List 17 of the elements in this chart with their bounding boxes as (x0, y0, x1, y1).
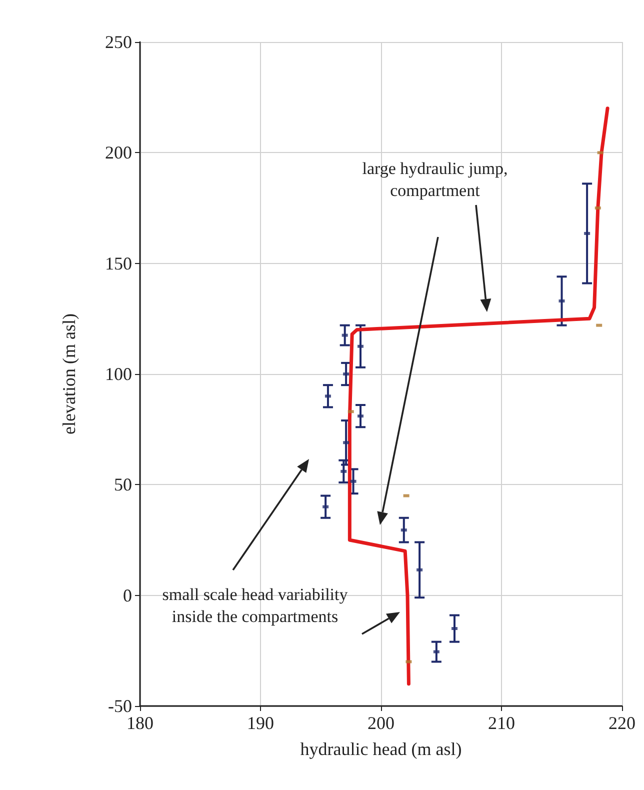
y-tick-label: 100 (105, 364, 132, 384)
x-axis-title: hydraulic head (m asl) (300, 739, 462, 759)
y-tick-label: -50 (108, 696, 132, 716)
y-tick-label: 150 (105, 253, 132, 274)
x-tick-label: 210 (488, 713, 515, 733)
x-tick-label: 220 (608, 713, 636, 733)
line-series (348, 106, 610, 686)
x-tick-label: 180 (126, 713, 154, 733)
annotation: small scale head variability inside the compartments (161, 584, 349, 628)
y-axis-title: elevation (m asl) (59, 314, 79, 434)
annotation: large hydraulic jump, compartment (361, 158, 509, 202)
y-tick-label: 200 (105, 142, 132, 163)
x-tick-label: 200 (368, 713, 394, 733)
y-tick-label: 0 (123, 585, 132, 606)
y-tick-label: 250 (105, 32, 132, 52)
y-tick-label: 50 (114, 474, 132, 495)
x-tick-label: 190 (247, 713, 274, 733)
